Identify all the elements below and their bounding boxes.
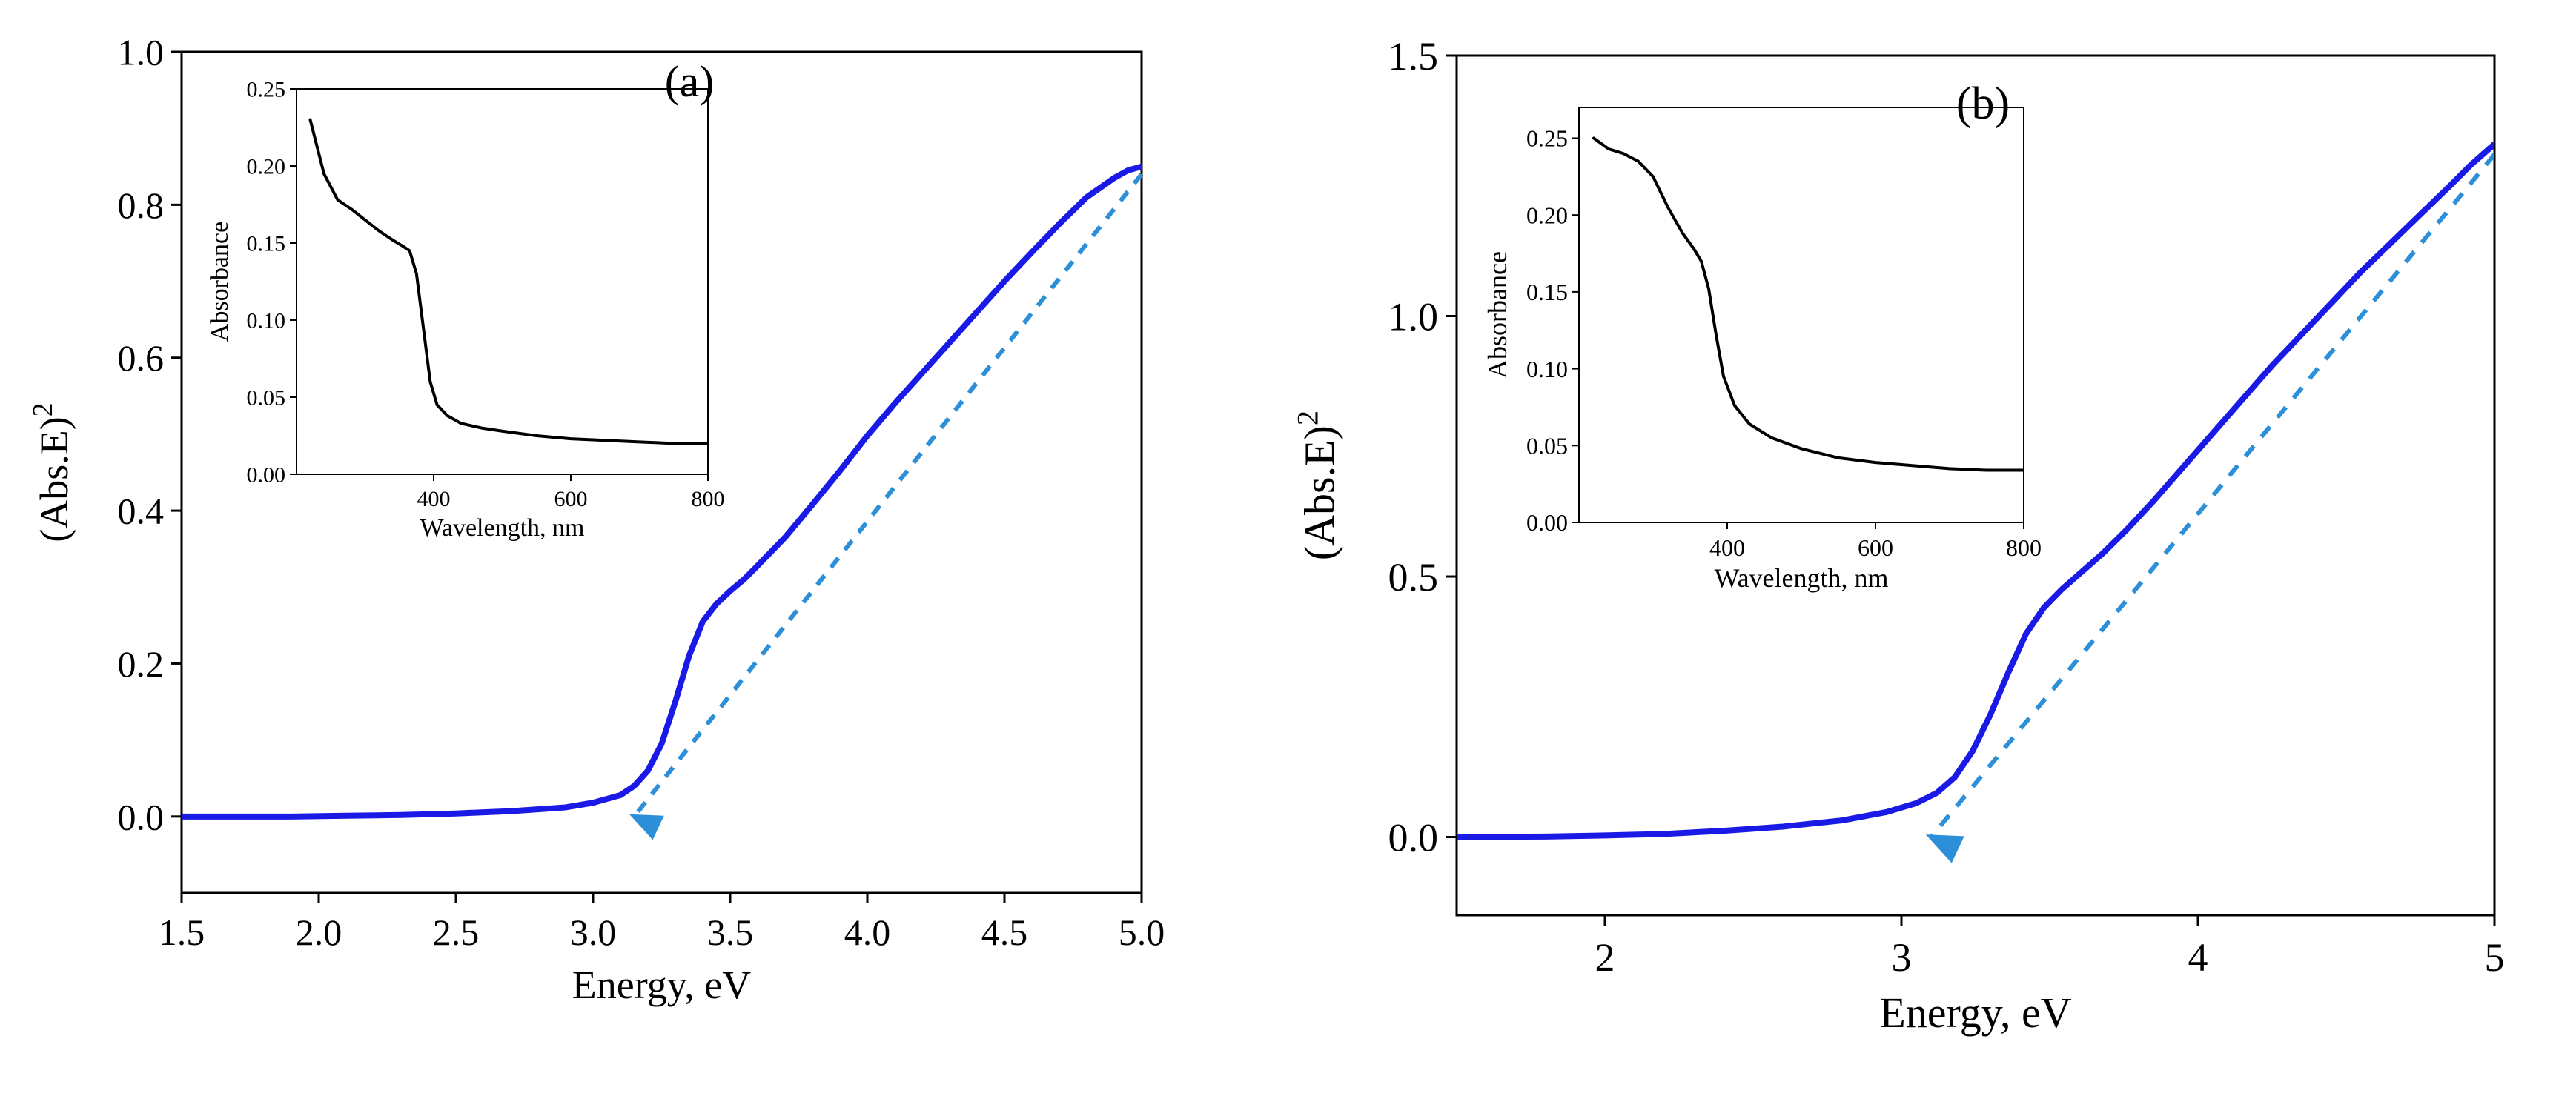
svg-text:600: 600 [1858,534,1893,561]
svg-text:(Abs.E)2: (Abs.E)2 [27,402,76,542]
panel-b: 23450.00.51.01.5Energy, eV(Abs.E)2(b)400… [1291,34,2504,1037]
svg-text:0.00: 0.00 [1526,509,1568,536]
figure-row: 1.5 2.0 2.5 3.0 3.5 4.0 4.5 5.0 0.0 0.2 0.4 0.6 0.8 1… [0,0,2576,1096]
svg-text:Absorbance: Absorbance [1483,251,1512,379]
svg-text:Wavelength, nm: Wavelength, nm [420,514,585,542]
svg-text:(Abs.E)2: (Abs.E)2 [1291,411,1344,560]
svg-text:4: 4 [2188,935,2208,980]
panel-label-b: (b) [1956,79,2010,129]
svg-text:600: 600 [554,487,588,511]
svg-text:0.0: 0.0 [118,796,165,837]
svg-text:1.0: 1.0 [118,32,165,73]
svg-text:0.25: 0.25 [247,78,286,102]
inset-a: 400 600 800 0.00 0.05 0.10 0.15 0.20 0.25 Wavelen… [206,78,725,542]
svg-text:0.10: 0.10 [1526,356,1568,382]
svg-text:1.5: 1.5 [1388,34,1439,79]
svg-text:0.2: 0.2 [118,643,165,685]
svg-text:400: 400 [417,487,451,511]
svg-text:Energy, eV: Energy, eV [572,963,751,1007]
svg-text:1.0: 1.0 [1388,294,1439,339]
svg-text:1.5: 1.5 [159,911,205,953]
svg-text:2.5: 2.5 [433,911,480,953]
svg-text:4.5: 4.5 [981,911,1028,953]
svg-text:0.05: 0.05 [1526,432,1568,459]
svg-text:Absorbance: Absorbance [206,222,234,342]
figure-svg: 1.5 2.0 2.5 3.0 3.5 4.0 4.5 5.0 0.0 0.2 0.4 0.6 0.8 1… [0,0,2576,1096]
svg-text:800: 800 [2006,534,2042,561]
svg-text:2: 2 [1595,935,1615,980]
svg-text:0.00: 0.00 [247,463,286,488]
svg-text:3: 3 [1892,935,1912,980]
svg-text:0.15: 0.15 [1526,279,1568,305]
svg-text:0.8: 0.8 [118,185,165,226]
svg-text:0.25: 0.25 [1526,125,1568,152]
panel-a: 1.5 2.0 2.5 3.0 3.5 4.0 4.5 5.0 0.0 0.2 0.4 0.6 0.8 1… [27,32,1165,1008]
svg-text:Energy, eV: Energy, eV [1879,989,2071,1037]
svg-text:2.0: 2.0 [296,911,342,953]
svg-text:800: 800 [692,487,725,511]
svg-text:5.0: 5.0 [1119,911,1165,953]
svg-text:0.20: 0.20 [1526,202,1568,228]
svg-text:0.10: 0.10 [247,309,286,333]
svg-text:Wavelength, nm: Wavelength, nm [1714,563,1888,593]
svg-text:0.0: 0.0 [1388,815,1439,860]
svg-text:3.5: 3.5 [707,911,754,953]
svg-text:5: 5 [2485,935,2505,980]
svg-text:0.5: 0.5 [1388,555,1439,600]
panel-label-a: (a) [665,57,715,106]
svg-text:0.15: 0.15 [247,232,286,256]
inset-b: 400 600 800 0.00 0.05 0.10 0.15 0.20 0.25 Wavelen… [1483,107,2042,593]
svg-text:0.4: 0.4 [118,491,165,532]
svg-text:0.05: 0.05 [247,386,286,411]
svg-text:4.0: 4.0 [844,911,891,953]
svg-text:400: 400 [1709,534,1745,561]
svg-text:0.20: 0.20 [247,155,286,179]
svg-text:0.6: 0.6 [118,337,165,379]
svg-text:3.0: 3.0 [570,911,617,953]
